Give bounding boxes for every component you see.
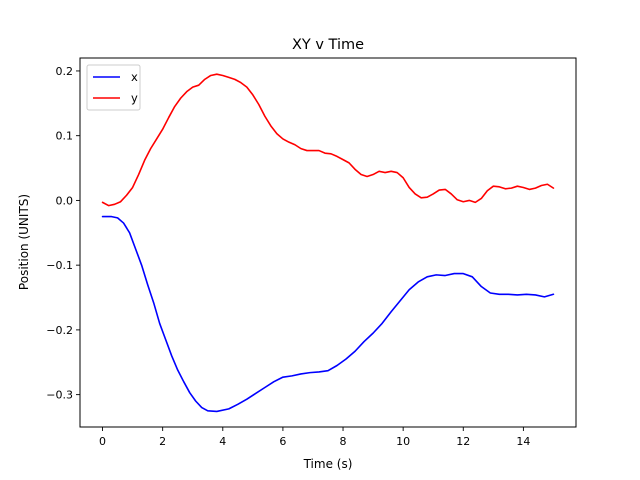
legend: xy [86,64,141,111]
x-tick-label: 14 [516,435,530,448]
plot-frame [79,57,577,428]
x-tick-label: 6 [279,435,286,448]
y-tick-label: 0.2 [56,65,74,78]
x-axis-ticks: 0 2 4 6 8 10 12 14 [99,427,530,448]
chart-title: XY v Time [292,37,364,53]
x-tick-label: 8 [340,435,347,448]
x-tick-label: 0 [99,435,106,448]
x-axis-label: Time (s) [303,457,353,471]
y-tick-label: 0.0 [56,194,74,207]
plot-area [79,57,577,428]
y-axis-ticks: −0.3 −0.2 −0.1 0.0 0.1 0.2 [46,65,80,402]
y-tick-label: −0.2 [46,324,73,337]
y-axis-label: Position (UNITS) [17,194,31,290]
legend-label-x: x [131,70,138,84]
series-lines [101,73,555,413]
x-tick-label: 10 [396,435,410,448]
series-line-y [101,73,555,207]
series-line-x [101,215,555,413]
legend-label-y: y [131,91,138,105]
y-tick-label: 0.1 [56,130,74,143]
y-tick-label: −0.3 [46,389,73,402]
x-tick-label: 4 [219,435,226,448]
x-tick-label: 12 [456,435,470,448]
y-tick-label: −0.1 [46,259,73,272]
x-tick-label: 2 [159,435,166,448]
